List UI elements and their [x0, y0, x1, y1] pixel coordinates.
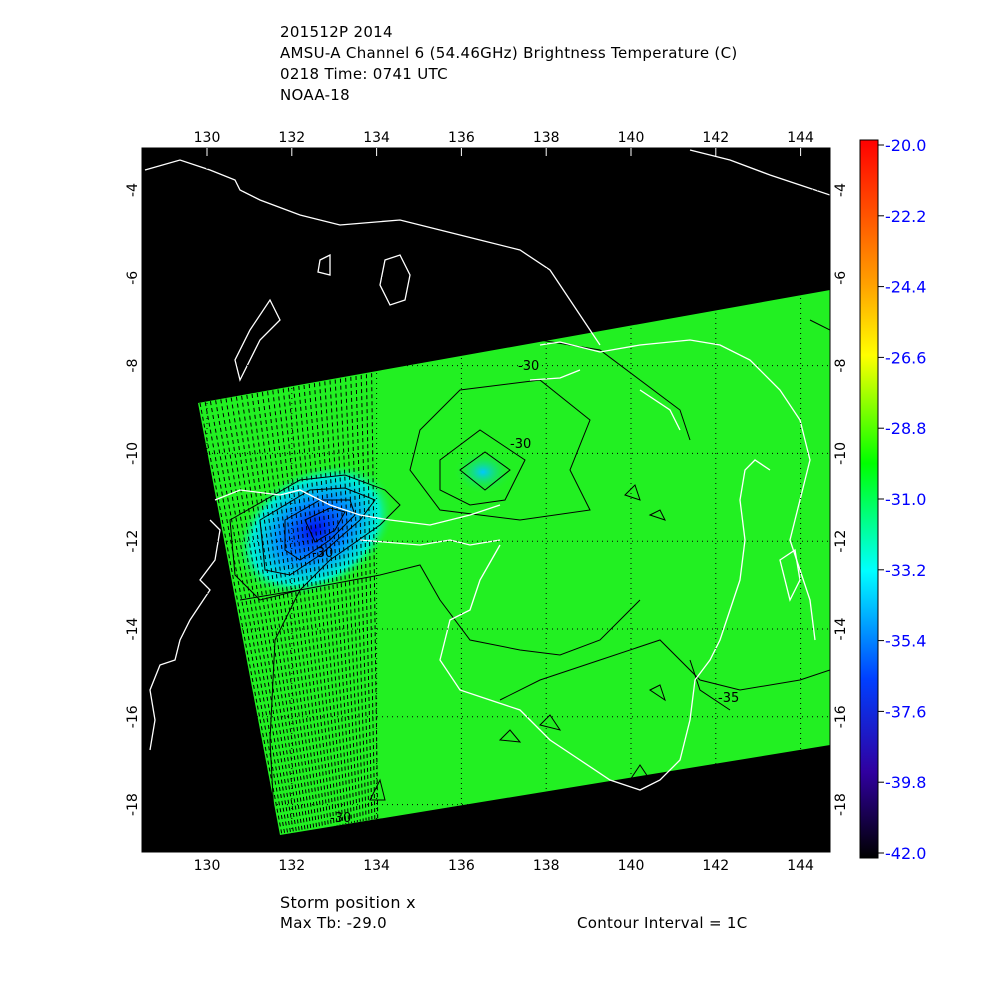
lon-tick-label: 136	[448, 130, 475, 146]
hatch-line	[324, 381, 353, 824]
hatch-line	[272, 390, 324, 829]
hatch-line	[334, 379, 358, 823]
lat-tick-label: -4	[125, 183, 141, 197]
colorbar-label: -31.0	[885, 490, 926, 509]
hatch-line	[313, 383, 347, 825]
hatch-line	[204, 402, 286, 835]
colorbar-label: -42.0	[885, 844, 926, 863]
hatch-line	[339, 378, 361, 822]
hatch-line	[246, 394, 309, 831]
contour-label: -30	[330, 811, 351, 826]
lat-tick-label: -8	[125, 359, 141, 373]
colorbar-label: -35.4	[885, 632, 926, 651]
lat-tick-label: -4	[833, 183, 849, 197]
hatch-line	[261, 392, 318, 830]
lat-tick-label: -14	[833, 617, 849, 640]
hatch-line	[350, 376, 367, 821]
lon-tick-label: 138	[533, 858, 560, 874]
hatch-line	[241, 395, 306, 832]
contour-label: -30	[518, 359, 539, 374]
contour-label: -30	[510, 437, 531, 452]
hatch-line	[303, 384, 341, 826]
contour-label: -35	[718, 691, 739, 706]
colorbar-label: -24.4	[885, 278, 926, 297]
lat-tick-label: -12	[125, 530, 141, 553]
hatch-line	[209, 401, 289, 835]
colorbar-label: -22.2	[885, 207, 926, 226]
contour-interval-label: Contour Interval = 1C	[577, 914, 748, 932]
lat-tick-label: -10	[833, 442, 849, 465]
lat-tick-label: -16	[833, 705, 849, 728]
lat-tick-label: -14	[125, 617, 141, 640]
hatch-line	[287, 387, 332, 827]
hatch-line	[308, 384, 344, 825]
title-line-2: AMSU-A Channel 6 (54.46GHz) Brightness T…	[280, 44, 738, 62]
lon-tick-label: 140	[618, 858, 645, 874]
hatch-line	[267, 391, 321, 829]
lat-tick-label: -8	[833, 359, 849, 373]
lat-tick-label: -16	[125, 705, 141, 728]
colorbar-label: -39.8	[885, 773, 926, 792]
coastlines	[144, 149, 830, 791]
satellite-swath	[198, 290, 830, 835]
hatch-line	[298, 385, 338, 826]
title-line-3: 0218 Time: 0741 UTC	[280, 65, 448, 83]
map-frame	[141, 147, 831, 853]
lat-tick-label: -12	[833, 530, 849, 553]
lon-tick-label: 142	[702, 130, 729, 146]
hatch-line	[371, 373, 379, 819]
contour-lines: -30-30-30-35-30	[229, 319, 830, 836]
hatch-line	[282, 388, 329, 828]
lon-tick-label: 134	[363, 858, 390, 874]
lon-tick-label: 144	[787, 858, 814, 874]
lon-tick-label: 136	[448, 858, 475, 874]
max-tb-label: Max Tb: -29.0	[280, 914, 387, 932]
hatch-line	[220, 399, 295, 834]
colorbar	[859, 139, 879, 859]
lon-tick-label: 130	[194, 130, 221, 146]
scan-edge-hatching	[199, 373, 379, 836]
hatch-line	[277, 389, 326, 828]
lon-tick-label: 138	[533, 130, 560, 146]
hatch-line	[329, 380, 355, 823]
colorbar-label: -26.6	[885, 348, 926, 367]
lat-tick-label: -18	[833, 793, 849, 816]
hatch-line	[215, 400, 292, 834]
title-line-4: NOAA-18	[280, 86, 350, 104]
colorbar-label: -20.0	[885, 136, 926, 155]
hatch-line	[293, 386, 335, 827]
lon-tick-label: 140	[618, 130, 645, 146]
hatch-line	[225, 398, 297, 833]
title-line-1: 201512P 2014	[280, 23, 393, 41]
colorbar-label: -33.2	[885, 561, 926, 580]
lon-tick-label: 130	[194, 858, 221, 874]
lat-tick-label: -18	[125, 793, 141, 816]
lat-tick-label: -10	[125, 442, 141, 465]
hatch-line	[345, 377, 364, 822]
hatch-line	[319, 382, 350, 824]
lon-tick-label: 144	[787, 130, 814, 146]
lon-tick-label: 132	[278, 130, 305, 146]
lon-tick-label: 142	[702, 858, 729, 874]
colorbar-label: -37.6	[885, 702, 926, 721]
hatch-line	[235, 396, 303, 832]
hatch-line	[251, 393, 312, 831]
lat-tick-label: -6	[125, 271, 141, 285]
hatch-line	[199, 402, 283, 836]
storm-position-label: Storm position x	[280, 893, 416, 912]
lat-tick-label: -6	[833, 271, 849, 285]
lon-tick-label: 132	[278, 858, 305, 874]
colorbar-label: -28.8	[885, 419, 926, 438]
lon-tick-label: 134	[363, 130, 390, 146]
hatch-line	[256, 393, 315, 830]
hatch-line	[230, 397, 300, 833]
